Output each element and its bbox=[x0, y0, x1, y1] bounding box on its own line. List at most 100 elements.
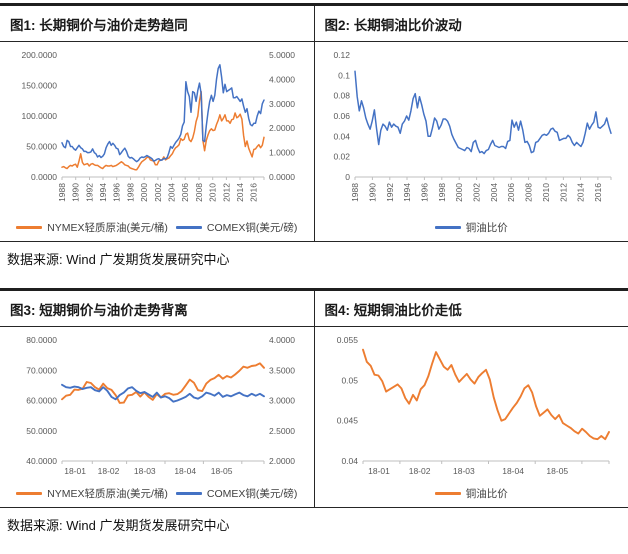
svg-text:1994: 1994 bbox=[402, 183, 412, 202]
svg-text:1990: 1990 bbox=[367, 183, 377, 202]
legend-item: NYMEX轻质原油(美元/桶) bbox=[16, 220, 168, 235]
svg-text:150.0000: 150.0000 bbox=[22, 81, 58, 91]
svg-text:4.0000: 4.0000 bbox=[269, 74, 295, 84]
fig1-line-chart: 0.0000 50.0000 100.0000 150.0000 200.0000 0.0… bbox=[4, 48, 310, 218]
plot-svg: 0.0000 50.0000 100.0000 150.0000 200.0000 0.0… bbox=[4, 48, 310, 213]
svg-text:18-03: 18-03 bbox=[134, 466, 156, 476]
figure-title-row: 图1: 长期铜价与油价走势趋同 图2: 长期铜油比价波动 bbox=[0, 6, 628, 42]
svg-text:2006: 2006 bbox=[506, 183, 516, 202]
legend-label: NYMEX轻质原油(美元/桶) bbox=[47, 486, 168, 501]
svg-text:1988: 1988 bbox=[57, 183, 67, 202]
svg-text:3.0000: 3.0000 bbox=[269, 99, 295, 109]
svg-text:0.0000: 0.0000 bbox=[31, 172, 57, 182]
svg-text:100.0000: 100.0000 bbox=[22, 111, 58, 121]
source-note-top: 数据来源: Wind 广发期货发展研究中心 bbox=[0, 249, 628, 268]
svg-text:18-02: 18-02 bbox=[98, 466, 120, 476]
svg-text:2002: 2002 bbox=[471, 183, 481, 202]
svg-text:2006: 2006 bbox=[180, 183, 190, 202]
svg-text:2.5000: 2.5000 bbox=[269, 426, 295, 436]
svg-text:0.06: 0.06 bbox=[333, 111, 350, 121]
legend-line-swatch bbox=[176, 492, 202, 495]
figure-chart-row: 0.0000 50.0000 100.0000 150.0000 200.0000 0.0… bbox=[0, 42, 628, 241]
fig1-title: 图1: 长期铜价与油价走势趋同 bbox=[0, 6, 314, 41]
svg-text:2008: 2008 bbox=[523, 183, 533, 202]
svg-text:0.05: 0.05 bbox=[341, 375, 358, 385]
legend-item: COMEX铜(美元/磅) bbox=[176, 486, 297, 501]
svg-text:2.0000: 2.0000 bbox=[269, 456, 295, 466]
svg-text:0: 0 bbox=[345, 172, 350, 182]
svg-text:1996: 1996 bbox=[112, 183, 122, 202]
legend-item: 铜油比价 bbox=[435, 220, 508, 235]
svg-text:50.0000: 50.0000 bbox=[26, 142, 57, 152]
svg-text:3.0000: 3.0000 bbox=[269, 396, 295, 406]
svg-text:0.04: 0.04 bbox=[341, 456, 358, 466]
legend-label: 铜油比价 bbox=[466, 486, 508, 501]
svg-text:2016: 2016 bbox=[592, 183, 602, 202]
svg-text:2010: 2010 bbox=[541, 183, 551, 202]
svg-text:4.0000: 4.0000 bbox=[269, 335, 295, 345]
svg-text:1992: 1992 bbox=[384, 183, 394, 202]
svg-text:1998: 1998 bbox=[436, 183, 446, 202]
fig4-title: 图4: 短期铜油比价走低 bbox=[314, 291, 628, 326]
svg-text:80.0000: 80.0000 bbox=[26, 335, 57, 345]
svg-text:3.5000: 3.5000 bbox=[269, 365, 295, 375]
svg-text:2000: 2000 bbox=[454, 183, 464, 202]
fig1-chart-cell: 0.0000 50.0000 100.0000 150.0000 200.0000 0.0… bbox=[0, 42, 314, 241]
svg-text:2008: 2008 bbox=[194, 183, 204, 202]
svg-text:2000: 2000 bbox=[139, 183, 149, 202]
svg-text:1998: 1998 bbox=[126, 183, 136, 202]
svg-text:1988: 1988 bbox=[350, 183, 360, 202]
svg-text:60.0000: 60.0000 bbox=[26, 396, 57, 406]
legend-item: NYMEX轻质原油(美元/桶) bbox=[16, 486, 168, 501]
svg-text:2004: 2004 bbox=[167, 183, 177, 202]
svg-text:0.055: 0.055 bbox=[336, 335, 358, 345]
svg-text:1994: 1994 bbox=[98, 183, 108, 202]
svg-text:0.04: 0.04 bbox=[333, 131, 350, 141]
figure-title-row: 图3: 短期铜价与油价走势背离 图4: 短期铜油比价走低 bbox=[0, 291, 628, 327]
svg-text:2.0000: 2.0000 bbox=[269, 123, 295, 133]
figure-table-long-term: 图1: 长期铜价与油价走势趋同 图2: 长期铜油比价波动 0.0000 50.00… bbox=[0, 3, 628, 242]
svg-text:18-02: 18-02 bbox=[408, 466, 430, 476]
svg-text:18-01: 18-01 bbox=[64, 466, 86, 476]
svg-text:1.0000: 1.0000 bbox=[269, 148, 295, 158]
legend-line-swatch bbox=[435, 492, 461, 495]
report-figures-page: 图1: 长期铜价与油价走势趋同 图2: 长期铜油比价波动 0.0000 50.00… bbox=[0, 3, 628, 534]
svg-text:2012: 2012 bbox=[221, 183, 231, 202]
legend-label: NYMEX轻质原油(美元/桶) bbox=[47, 220, 168, 235]
svg-text:0.12: 0.12 bbox=[333, 50, 350, 60]
svg-text:2014: 2014 bbox=[575, 183, 585, 202]
svg-text:0.08: 0.08 bbox=[333, 91, 350, 101]
svg-text:18-04: 18-04 bbox=[502, 466, 524, 476]
svg-text:2016: 2016 bbox=[249, 183, 259, 202]
svg-text:2012: 2012 bbox=[558, 183, 568, 202]
legend-line-swatch bbox=[435, 226, 461, 229]
svg-text:200.0000: 200.0000 bbox=[22, 50, 58, 60]
svg-text:2014: 2014 bbox=[235, 183, 245, 202]
svg-text:18-05: 18-05 bbox=[546, 466, 568, 476]
legend-label: 铜油比价 bbox=[466, 220, 508, 235]
svg-text:0.045: 0.045 bbox=[336, 416, 358, 426]
svg-text:0.0000: 0.0000 bbox=[269, 172, 295, 182]
fig4-legend: 铜油比价 bbox=[319, 486, 625, 501]
fig3-legend: NYMEX轻质原油(美元/桶) COMEX铜(美元/磅) bbox=[4, 486, 310, 501]
legend-label: COMEX铜(美元/磅) bbox=[207, 486, 297, 501]
legend-item: 铜油比价 bbox=[435, 486, 508, 501]
source-note-bottom: 数据来源: Wind 广发期货发展研究中心 bbox=[0, 515, 628, 534]
svg-text:1990: 1990 bbox=[71, 183, 81, 202]
svg-text:2010: 2010 bbox=[208, 183, 218, 202]
legend-line-swatch bbox=[16, 226, 42, 229]
svg-text:1992: 1992 bbox=[85, 183, 95, 202]
svg-text:18-05: 18-05 bbox=[211, 466, 233, 476]
svg-text:0.1: 0.1 bbox=[338, 70, 350, 80]
svg-text:2004: 2004 bbox=[488, 183, 498, 202]
plot-svg: 40.000050.000060.000070.000080.00002.000… bbox=[4, 333, 310, 479]
